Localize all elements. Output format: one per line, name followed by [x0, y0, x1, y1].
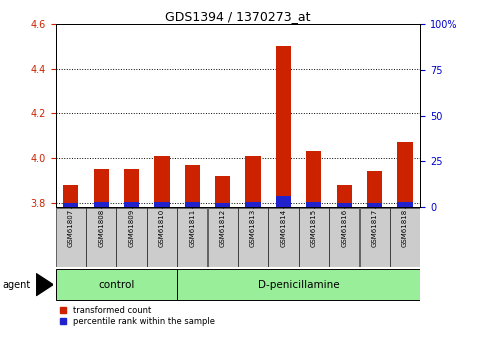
- Bar: [185, 165, 200, 207]
- FancyBboxPatch shape: [269, 208, 298, 267]
- Text: GSM61816: GSM61816: [341, 209, 347, 247]
- FancyBboxPatch shape: [177, 208, 207, 267]
- Bar: [306, 151, 322, 207]
- Bar: [276, 47, 291, 207]
- Text: GSM61818: GSM61818: [402, 209, 408, 247]
- Bar: [94, 201, 109, 207]
- Text: GSM61811: GSM61811: [189, 209, 195, 247]
- Bar: [337, 203, 352, 207]
- Text: GSM61812: GSM61812: [220, 209, 226, 247]
- Bar: [398, 142, 412, 207]
- Text: GSM61813: GSM61813: [250, 209, 256, 247]
- FancyBboxPatch shape: [359, 208, 390, 267]
- Text: GSM61807: GSM61807: [68, 209, 74, 247]
- Bar: [185, 201, 200, 207]
- Bar: [367, 171, 382, 207]
- FancyBboxPatch shape: [56, 208, 86, 267]
- FancyBboxPatch shape: [390, 208, 420, 267]
- FancyBboxPatch shape: [208, 208, 238, 267]
- FancyBboxPatch shape: [86, 208, 116, 267]
- Bar: [154, 156, 170, 207]
- Bar: [94, 169, 109, 207]
- Bar: [398, 201, 412, 207]
- FancyBboxPatch shape: [238, 208, 268, 267]
- FancyBboxPatch shape: [329, 208, 359, 267]
- FancyBboxPatch shape: [56, 269, 177, 300]
- Title: GDS1394 / 1370273_at: GDS1394 / 1370273_at: [165, 10, 311, 23]
- Bar: [367, 203, 382, 207]
- Bar: [337, 185, 352, 207]
- FancyBboxPatch shape: [147, 208, 177, 267]
- Bar: [63, 203, 78, 207]
- Bar: [215, 203, 230, 207]
- Bar: [124, 201, 139, 207]
- Bar: [215, 176, 230, 207]
- Bar: [306, 201, 322, 207]
- Text: GSM61810: GSM61810: [159, 209, 165, 247]
- Bar: [124, 169, 139, 207]
- Bar: [245, 156, 261, 207]
- Text: D-penicillamine: D-penicillamine: [258, 280, 340, 289]
- FancyBboxPatch shape: [177, 269, 420, 300]
- FancyBboxPatch shape: [116, 208, 146, 267]
- Text: GSM61808: GSM61808: [98, 209, 104, 247]
- Legend: transformed count, percentile rank within the sample: transformed count, percentile rank withi…: [60, 306, 215, 326]
- Text: GSM61814: GSM61814: [281, 209, 286, 247]
- Text: control: control: [98, 280, 134, 289]
- FancyBboxPatch shape: [299, 208, 329, 267]
- Text: GSM61809: GSM61809: [128, 209, 135, 247]
- Bar: [154, 201, 170, 207]
- Bar: [245, 201, 261, 207]
- Polygon shape: [36, 274, 53, 296]
- Bar: [276, 196, 291, 207]
- Text: agent: agent: [2, 280, 30, 289]
- Bar: [63, 185, 78, 207]
- Text: GSM61815: GSM61815: [311, 209, 317, 247]
- Text: GSM61817: GSM61817: [371, 209, 378, 247]
